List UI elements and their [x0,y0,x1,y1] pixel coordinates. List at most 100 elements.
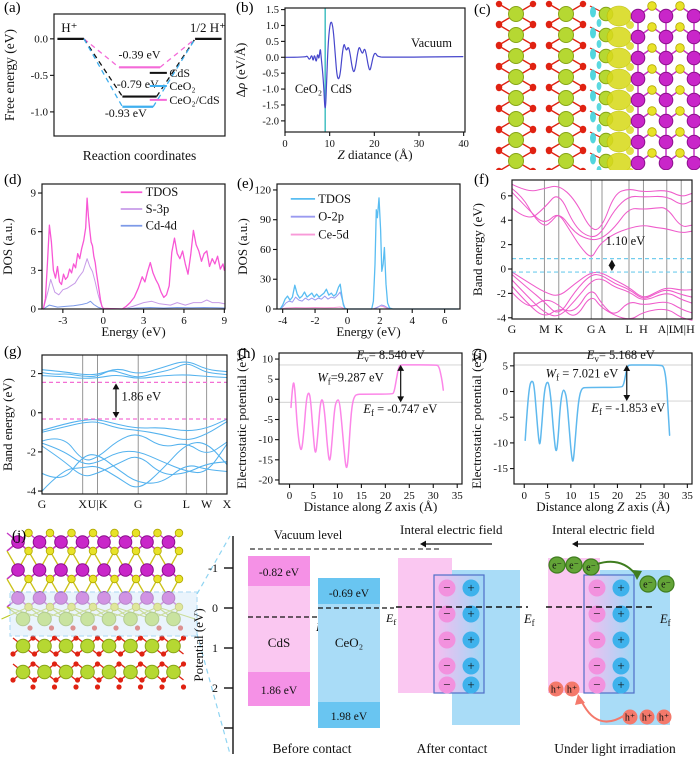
svg-text:O-2p: O-2p [318,210,344,224]
svg-text:0: 0 [31,304,37,316]
svg-text:−: − [443,580,450,595]
svg-text:Ef = -0.747 eV: Ef = -0.747 eV [362,402,437,418]
svg-text:5: 5 [268,374,274,386]
svg-text:G: G [134,497,143,511]
svg-text:A: A [598,322,607,336]
svg-text:10: 10 [262,354,274,366]
panel-dos-cds: 0 3 6 9 -3 0 3 6 9 Energy (eV) DOS (a.u.) TDOS S-3p C… [0,170,235,345]
svg-text:5: 5 [311,490,317,502]
svg-text:1.86 eV: 1.86 eV [261,685,298,697]
svg-text:-15: -15 [258,454,273,466]
svg-text:1.5: 1.5 [266,5,279,16]
svg-text:Before contact: Before contact [272,741,351,756]
svg-text:0: 0 [268,394,274,406]
svg-text:6: 6 [501,190,507,202]
svg-text:e⁻: e⁻ [661,580,671,591]
svg-text:Vacuum: Vacuum [411,36,452,50]
svg-text:20: 20 [369,139,380,150]
svg-text:120: 120 [255,184,272,196]
svg-text:25: 25 [404,490,416,502]
svg-text:A|L: A|L [658,322,676,336]
panel-potential-ceo2: -15 -10 -5 0 5 0 5 10 15 20 25 30 35 Distance along Z… [470,345,700,520]
svg-text:2: 2 [501,239,507,251]
svg-text:Band energy (eV): Band energy (eV) [0,378,15,471]
svg-text:K: K [554,322,563,336]
svg-text:90: 90 [260,214,272,226]
svg-text:h⁺: h⁺ [567,685,577,696]
svg-text:60: 60 [260,244,272,256]
svg-text:Ev= 5.168 eV: Ev= 5.168 eV [586,348,655,364]
panel-bands-heterojunction: -4 -2 0 2 4 6 G M K G A L H A|L M|H Band energy (eV) 1.1… [470,170,700,345]
svg-text:-20: -20 [258,474,273,486]
svg-text:Δρ (eV/Å): Δρ (eV/Å) [233,43,248,98]
svg-text:Energy (eV): Energy (eV) [101,324,165,339]
svg-text:0: 0 [100,315,106,327]
svg-text:6: 6 [442,315,448,327]
svg-text:Interal electric field: Interal electric field [400,522,503,537]
svg-text:−: − [443,632,450,647]
svg-text:4: 4 [501,215,507,227]
svg-text:30: 30 [414,139,425,150]
svg-text:+: + [617,658,624,673]
svg-text:15: 15 [356,490,368,502]
svg-text:+: + [617,677,624,692]
svg-text:1.0: 1.0 [266,21,279,32]
svg-text:-5: -5 [499,412,509,424]
svg-text:-5: -5 [264,414,274,426]
svg-text:0: 0 [266,304,272,316]
svg-text:10: 10 [324,139,335,150]
svg-text:X: X [223,497,232,511]
svg-text:−: − [593,606,600,621]
svg-text:M: M [539,322,550,336]
svg-text:Free energy (eV): Free energy (eV) [2,29,17,121]
svg-text:9: 9 [222,315,228,327]
svg-text:Wf=9.287 eV: Wf=9.287 eV [317,371,383,387]
svg-text:Ef: Ef [523,612,535,628]
svg-text:L: L [183,497,190,511]
svg-text:-0.82 eV: -0.82 eV [259,567,300,579]
svg-text:TDOS: TDOS [146,185,179,199]
svg-text:Energy (eV): Energy (eV) [336,324,400,339]
potential-chart-h: -20 -15 -10 -5 0 5 10 0 5 10 15 20 25 30 35 Distance al… [235,348,464,514]
svg-text:0: 0 [287,490,293,502]
svg-text:0: 0 [282,139,287,150]
panel-band-alignment: -1 0 1 2 Potential (eV) Vacuum level -0.82 eV C… [0,520,700,761]
svg-text:+: + [467,606,474,621]
svg-text:-2: -2 [27,446,36,458]
svg-text:10: 10 [332,490,344,502]
svg-text:6: 6 [181,315,187,327]
svg-text:+: + [617,580,624,595]
svg-text:-10: -10 [258,434,273,446]
svg-text:30: 30 [260,274,272,286]
svg-text:0.0: 0.0 [34,33,48,45]
svg-text:-0.5: -0.5 [262,69,279,80]
svg-text:e⁻: e⁻ [586,563,596,574]
svg-text:Distance along Z axis (Å): Distance along Z axis (Å) [304,499,438,514]
svg-text:3: 3 [31,265,37,277]
svg-text:-2.0: -2.0 [262,116,279,127]
svg-text:-1.0: -1.0 [262,85,279,96]
svg-text:Wf = 7.021 eV: Wf = 7.021 eV [546,367,619,383]
svg-text:−: − [593,677,600,692]
panel-structure-isosurface [470,0,700,170]
before-contact-diagram: Vacuum level -0.82 eV CdS 1.86 eV Ef -0.69 eV… [248,528,442,756]
svg-text:20: 20 [380,490,392,502]
svg-text:20: 20 [612,490,624,502]
svg-text:CeO₂: CeO₂ [335,635,363,650]
svg-text:-2: -2 [310,315,319,327]
svg-text:1/2 H⁺: 1/2 H⁺ [190,20,226,35]
svg-text:+: + [467,580,474,595]
svg-text:0: 0 [501,264,507,276]
svg-text:2: 2 [377,315,383,327]
svg-text:25: 25 [635,490,647,502]
svg-text:H: H [639,322,648,336]
svg-text:35: 35 [452,490,464,502]
svg-text:Z diatance (Å): Z diatance (Å) [337,147,412,162]
svg-text:Distance along Z axis (Å): Distance along Z axis (Å) [536,499,670,514]
svg-text:-1.0: -1.0 [31,106,49,118]
charge-density-chart: 1.5 1.0 0.5 0.0 -0.5 -1.0 -1.5 -2.0 0 10 20 30 40 Z d… [233,5,469,162]
heterostructure-art [1,528,231,755]
svg-text:3: 3 [141,315,147,327]
panel-potential-cds: -20 -15 -10 -5 0 5 10 0 5 10 15 20 25 30 35 Distance al… [235,345,470,520]
